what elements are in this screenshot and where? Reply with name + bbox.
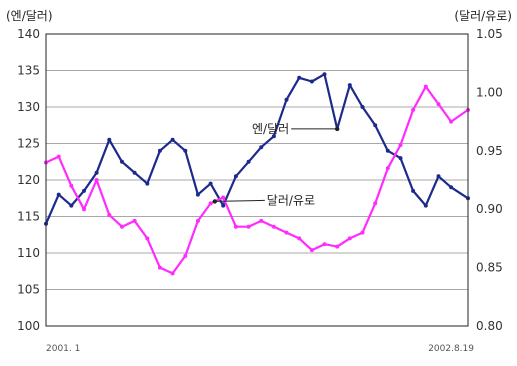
series-point bbox=[132, 170, 137, 175]
series-point bbox=[221, 195, 226, 200]
series-point bbox=[335, 244, 340, 249]
series-point bbox=[411, 107, 416, 112]
series-point bbox=[82, 188, 86, 193]
right-tick-label: 0.80 bbox=[476, 319, 503, 333]
right-tick-label: 1.05 bbox=[476, 27, 503, 41]
plot-frame bbox=[45, 33, 469, 327]
series-point bbox=[94, 178, 99, 182]
series-point bbox=[157, 148, 162, 153]
annotation-leader bbox=[214, 199, 265, 202]
series-point bbox=[183, 253, 188, 258]
series-point bbox=[309, 248, 314, 253]
right-tick-label: 0.85 bbox=[476, 261, 503, 275]
left-tick-label: 135 bbox=[17, 64, 40, 78]
series-point bbox=[385, 148, 390, 153]
series-point bbox=[233, 174, 238, 179]
left-tick-label: 100 bbox=[17, 319, 40, 333]
series-point bbox=[195, 218, 200, 223]
series-point bbox=[170, 137, 175, 142]
annotation-marker bbox=[334, 126, 340, 132]
right-tick-label: 0.95 bbox=[476, 144, 503, 158]
series-point bbox=[56, 154, 61, 159]
series-point bbox=[183, 148, 188, 153]
series-point bbox=[436, 102, 441, 107]
series-point bbox=[271, 134, 276, 139]
series-point bbox=[449, 185, 454, 190]
series-point bbox=[385, 166, 390, 171]
annotation-marker bbox=[212, 199, 217, 204]
left-tick-label: 110 bbox=[17, 246, 40, 260]
series-point bbox=[170, 271, 175, 276]
series-lines bbox=[44, 72, 470, 276]
right-tick-label: 1.00 bbox=[476, 85, 503, 99]
series-point bbox=[107, 213, 112, 217]
x-end-label: 2002.8.19 bbox=[428, 344, 474, 354]
yen-dollar-series bbox=[44, 72, 470, 226]
series-point bbox=[107, 137, 112, 142]
series-point bbox=[233, 224, 238, 229]
series-point bbox=[309, 79, 314, 84]
series-point bbox=[284, 230, 289, 235]
left-tick-label: 115 bbox=[17, 210, 40, 224]
series-point bbox=[82, 207, 86, 212]
left-tick-label: 140 bbox=[17, 27, 40, 41]
series-point bbox=[322, 72, 327, 77]
series-point bbox=[145, 236, 150, 241]
series-point bbox=[195, 192, 200, 197]
series-point bbox=[246, 159, 251, 164]
series-point bbox=[423, 203, 428, 208]
series-point bbox=[398, 156, 403, 161]
series-point bbox=[259, 218, 264, 223]
series-point bbox=[449, 119, 454, 124]
series-point bbox=[347, 83, 352, 88]
series-point bbox=[208, 181, 213, 186]
series-point bbox=[271, 224, 276, 229]
series-point bbox=[69, 203, 74, 208]
series-point bbox=[120, 224, 124, 229]
left-axis-unit: (엔/달러) bbox=[6, 9, 53, 23]
series-point bbox=[297, 236, 302, 241]
x-start-label: 2001. 1 bbox=[46, 344, 80, 354]
series-point bbox=[423, 84, 428, 89]
series-line bbox=[44, 73, 469, 225]
series-point bbox=[56, 192, 61, 197]
series-point bbox=[373, 123, 378, 128]
series-point bbox=[322, 242, 327, 247]
left-tick-label: 125 bbox=[17, 137, 40, 151]
left-tick-label: 105 bbox=[17, 283, 40, 297]
axis-tick-labels: 140 135 130 125 120 115 110 105 100 1.05 1.00 0.95 0… bbox=[17, 27, 503, 333]
series-point bbox=[284, 97, 289, 102]
series-annotation-label: 달러/유로 bbox=[267, 193, 315, 207]
series-point bbox=[145, 181, 150, 186]
series-point bbox=[94, 170, 99, 175]
series-point bbox=[297, 75, 302, 80]
series-point bbox=[373, 201, 378, 206]
series-point bbox=[436, 174, 441, 179]
series-point bbox=[157, 265, 162, 270]
series-point bbox=[360, 230, 365, 235]
series-point bbox=[259, 145, 264, 150]
left-tick-label: 120 bbox=[17, 173, 40, 187]
series-point bbox=[69, 183, 74, 188]
series-point bbox=[208, 201, 213, 206]
right-tick-label: 0.90 bbox=[476, 202, 503, 216]
series-annotation-label: 엔/달러 bbox=[252, 122, 289, 136]
left-tick-label: 130 bbox=[17, 100, 40, 114]
series-line bbox=[45, 85, 469, 275]
series-point bbox=[246, 224, 251, 229]
series-point bbox=[398, 143, 403, 147]
series-point bbox=[347, 236, 352, 241]
series-point bbox=[221, 203, 226, 208]
series-point bbox=[360, 105, 365, 109]
gridlines bbox=[46, 70, 468, 290]
series-point bbox=[132, 218, 137, 223]
series-point bbox=[411, 188, 416, 193]
right-axis-unit: (달러/유로) bbox=[454, 9, 512, 23]
series-point bbox=[120, 159, 124, 164]
